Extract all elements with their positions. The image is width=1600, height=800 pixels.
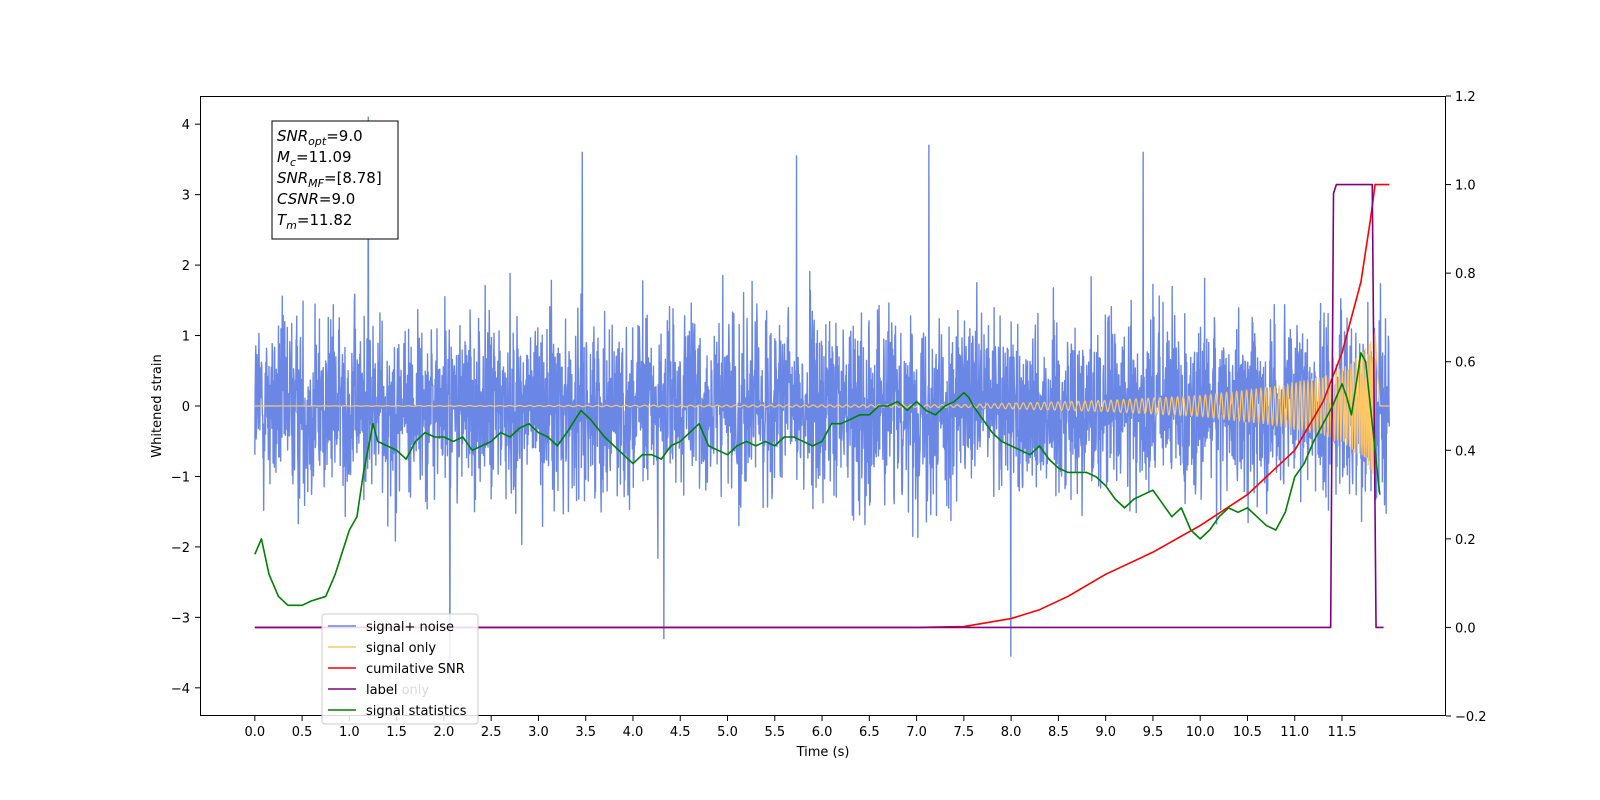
info-line: Mc=11.09 [277, 148, 352, 169]
legend-entry: signal statistics [366, 704, 467, 719]
x-tick-label: 10.5 [1233, 725, 1262, 740]
legend: label only signal+ noise signal only cumila… [321, 613, 479, 725]
x-tick-label: 8.5 [1048, 725, 1069, 740]
y-tick-label: 4 [182, 118, 190, 133]
x-tick-label: 9.0 [1095, 725, 1116, 740]
x-tick-label: 9.5 [1143, 725, 1164, 740]
plot-area [254, 116, 1390, 678]
y-tick-label: −4 [171, 682, 190, 697]
y-axis-left: −4 −3 −2 −1 0 1 2 3 4 [171, 118, 200, 697]
info-box-frame [271, 120, 399, 240]
legend-entry: signal only [366, 641, 436, 656]
info-line: SNRMF=[8.78] [277, 169, 382, 190]
x-tick-label: 5.0 [717, 725, 738, 740]
x-tick-label: 1.5 [386, 725, 407, 740]
legend-frame [321, 613, 479, 725]
x-tick-label: 10.0 [1186, 725, 1215, 740]
x-tick-label: 4.0 [623, 725, 644, 740]
y-tick-label: 2 [182, 259, 190, 274]
signal-noise-line [254, 116, 1390, 678]
legend-entry: label [366, 683, 397, 698]
x-tick-label: 2.0 [434, 725, 455, 740]
x-tick-label: 0.5 [292, 725, 313, 740]
x-tick-label: 6.5 [859, 725, 880, 740]
legend-entry: signal+ noise [366, 620, 454, 635]
signal-only-line [254, 330, 1390, 475]
x-tick-label: 3.0 [528, 725, 549, 740]
x-tick-label: 1.0 [339, 725, 360, 740]
y-tick-label: −3 [171, 611, 190, 626]
x-tick-label: 4.5 [670, 725, 691, 740]
y-tick-label: 3 [182, 189, 190, 204]
x-tick-label: 8.0 [1001, 725, 1022, 740]
y2-tick-label: 0.0 [1455, 621, 1476, 636]
info-line: SNRopt=9.0 [277, 127, 363, 148]
cumilative-snr-line [254, 183, 1390, 629]
x-tick-label: 3.5 [575, 725, 596, 740]
y-tick-label: 0 [182, 400, 190, 415]
y2-tick-label: 0.6 [1455, 356, 1476, 371]
label-line [254, 183, 1384, 629]
info-line: Tm=11.82 [277, 211, 352, 232]
y-axis-label: Whitened strain [150, 354, 165, 457]
y-tick-label: 1 [182, 330, 190, 345]
x-tick-label: 6.0 [812, 725, 833, 740]
x-tick-label: 0.0 [244, 725, 265, 740]
x-tick-label: 5.5 [764, 725, 785, 740]
legend-entry: cumilative SNR [366, 662, 465, 677]
legend-ghost-entry: label only [366, 683, 429, 698]
y2-tick-label: 0.4 [1455, 444, 1476, 459]
y-tick-label: −2 [171, 541, 190, 556]
y-axis-right: −0.2 0.0 0.2 0.4 0.6 0.8 1.0 1.2 [1446, 90, 1487, 725]
x-tick-label: 11.5 [1328, 725, 1357, 740]
x-tick-label: 7.5 [954, 725, 975, 740]
info-line: CSNR=9.0 [277, 190, 355, 208]
y2-tick-label: 0.8 [1455, 267, 1476, 282]
x-axis-label: Time (s) [796, 745, 850, 760]
y-tick-label: −1 [171, 470, 190, 485]
x-tick-label: 2.5 [481, 725, 502, 740]
x-axis: 0.0 0.5 1.0 1.5 2.0 2.5 3.0 3.5 4.0 4.5 5.0 5.5 6.0 6… [244, 716, 1356, 740]
y2-tick-label: 1.0 [1455, 179, 1476, 194]
y2-tick-label: 0.2 [1455, 533, 1476, 548]
plot-frame [200, 96, 1446, 716]
x-tick-label: 7.0 [906, 725, 927, 740]
signal-statistics-line [254, 352, 1381, 607]
y2-tick-label: −0.2 [1455, 710, 1487, 725]
x-tick-label: 11.0 [1280, 725, 1309, 740]
y2-tick-label: 1.2 [1455, 90, 1476, 105]
